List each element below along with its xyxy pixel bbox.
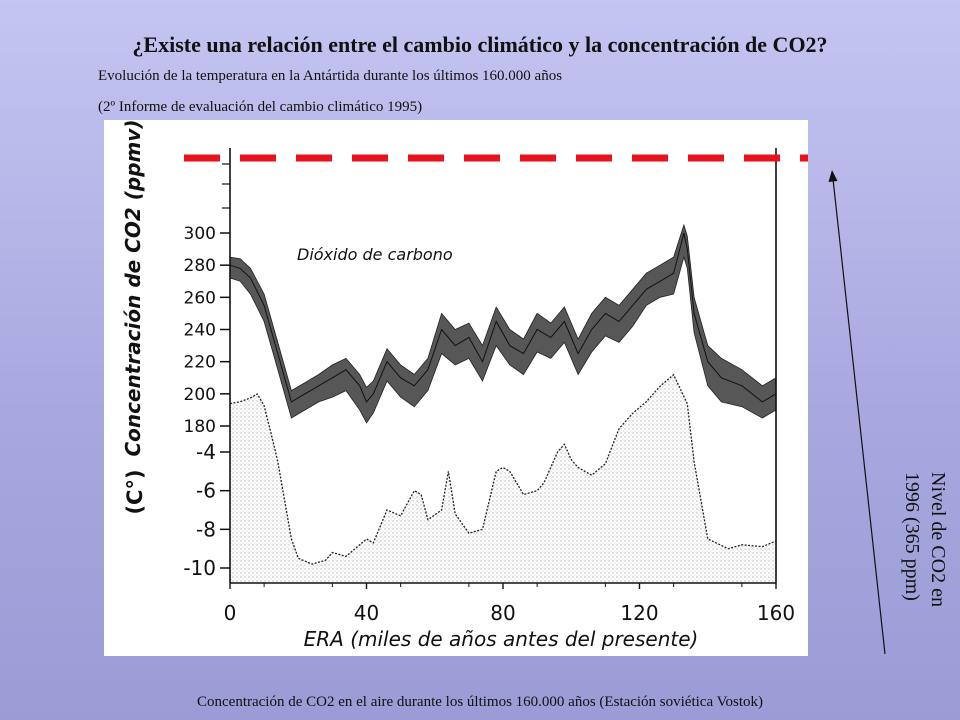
temp-tick-label: -4 (196, 440, 216, 464)
co2-tick-label: 240 (184, 321, 216, 341)
co2-line (229, 232, 777, 403)
x-tick-label: 40 (354, 601, 379, 625)
temperature-area (230, 374, 776, 583)
reference-note-line2: 1996 (365 ppm) (901, 472, 923, 601)
chart-figure: 180 200 220 240 260 280 300 -4 -6 -8 -10 0 40 80 120 16… (104, 120, 808, 656)
x-axis-title: ERA (miles de años antes del presente) (304, 627, 699, 651)
co2-temperature-chart: 180 200 220 240 260 280 300 -4 -6 -8 -10 0 40 80 120 16… (104, 120, 808, 656)
co2-tick-label: 300 (184, 224, 216, 244)
co2-axis-label: Concentración de CO2 (ppmv) (121, 120, 145, 457)
co2-tick-label: 200 (184, 385, 216, 405)
slide-title: ¿Existe una relación entre el cambio cli… (132, 32, 828, 57)
arrow-line (832, 178, 886, 655)
reference-note-line1: Nivel de CO2 en (927, 472, 949, 607)
reference-level-note: Nivel de CO2 en 1996 (365 ppm) (899, 472, 951, 607)
x-tick-label: 0 (224, 601, 237, 625)
temp-tick-label: -8 (196, 517, 216, 541)
temp-axis-label: (C°) (123, 469, 147, 514)
co2-tick-label: 220 (184, 353, 216, 373)
report-source: (2º Informe de evaluación del cambio cli… (98, 99, 423, 115)
slide-subtitle: Evolución de la temperatura en la Antárt… (98, 68, 563, 84)
x-tick-label: 160 (757, 601, 795, 625)
temperature-line (229, 373, 777, 565)
arrow-head-icon (828, 170, 838, 182)
figure-caption: Concentración de CO2 en el aire durante … (197, 694, 763, 710)
co2-tick-label: 180 (184, 417, 216, 437)
co2-tick-label: 280 (184, 256, 216, 276)
temp-tick-label: -10 (183, 556, 216, 580)
x-tick-label: 120 (620, 601, 658, 625)
co2-curve-annotation: Dióxido de carbono (297, 245, 453, 264)
x-tick-label: 80 (490, 601, 515, 625)
temp-tick-label: -6 (196, 479, 216, 503)
co2-tick-label: 260 (184, 288, 216, 308)
